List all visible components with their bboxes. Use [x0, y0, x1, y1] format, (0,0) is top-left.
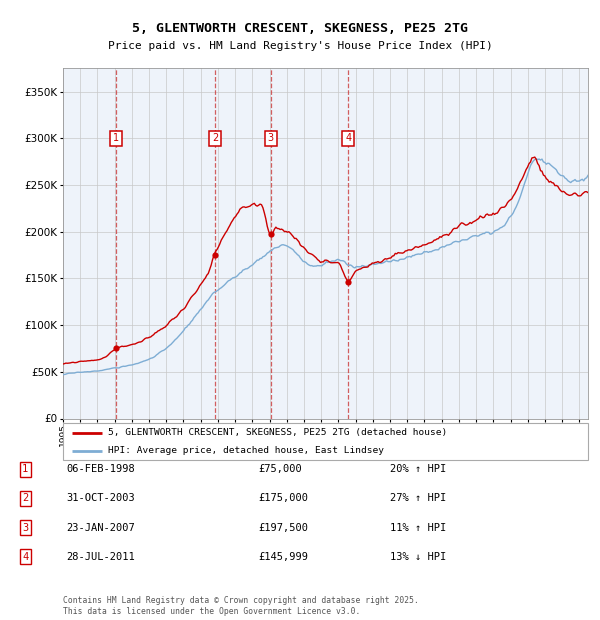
Text: 2: 2: [22, 494, 28, 503]
Text: 3: 3: [22, 523, 28, 533]
Text: 1: 1: [22, 464, 28, 474]
Text: 23-JAN-2007: 23-JAN-2007: [66, 523, 135, 533]
Text: 28-JUL-2011: 28-JUL-2011: [66, 552, 135, 562]
FancyBboxPatch shape: [63, 423, 588, 460]
Text: £75,000: £75,000: [258, 464, 302, 474]
Text: Contains HM Land Registry data © Crown copyright and database right 2025.
This d: Contains HM Land Registry data © Crown c…: [63, 596, 419, 616]
Text: 11% ↑ HPI: 11% ↑ HPI: [390, 523, 446, 533]
Text: 3: 3: [268, 133, 274, 143]
Text: Price paid vs. HM Land Registry's House Price Index (HPI): Price paid vs. HM Land Registry's House …: [107, 41, 493, 51]
Text: 06-FEB-1998: 06-FEB-1998: [66, 464, 135, 474]
Text: 5, GLENTWORTH CRESCENT, SKEGNESS, PE25 2TG: 5, GLENTWORTH CRESCENT, SKEGNESS, PE25 2…: [132, 22, 468, 35]
Text: HPI: Average price, detached house, East Lindsey: HPI: Average price, detached house, East…: [107, 446, 383, 455]
Text: 31-OCT-2003: 31-OCT-2003: [66, 494, 135, 503]
Text: £175,000: £175,000: [258, 494, 308, 503]
Text: 4: 4: [22, 552, 28, 562]
Text: £145,999: £145,999: [258, 552, 308, 562]
Text: 5, GLENTWORTH CRESCENT, SKEGNESS, PE25 2TG (detached house): 5, GLENTWORTH CRESCENT, SKEGNESS, PE25 2…: [107, 428, 447, 437]
Text: 20% ↑ HPI: 20% ↑ HPI: [390, 464, 446, 474]
Text: 2: 2: [212, 133, 218, 143]
Text: 13% ↓ HPI: 13% ↓ HPI: [390, 552, 446, 562]
Text: £197,500: £197,500: [258, 523, 308, 533]
Text: 4: 4: [345, 133, 351, 143]
Text: 1: 1: [113, 133, 119, 143]
Text: 27% ↑ HPI: 27% ↑ HPI: [390, 494, 446, 503]
